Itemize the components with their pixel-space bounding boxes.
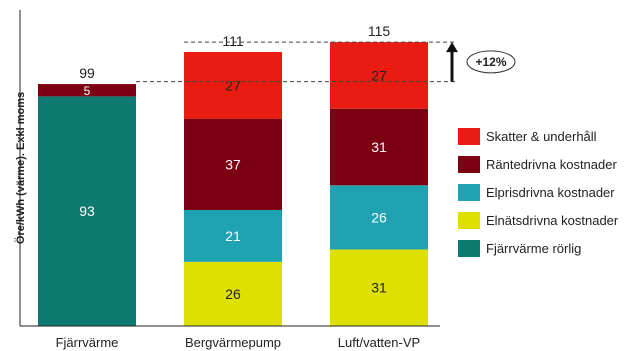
bar-segment-elprisdrivna-kostnader [330, 185, 428, 250]
data-label: 31 [371, 280, 387, 296]
legend: Skatter & underhåll Räntedrivna kostnader… [458, 128, 619, 257]
bar-segment-elprisdrivna-kostnader [184, 209, 282, 262]
bar-segment-elnätsdrivna-kostnader [330, 249, 428, 326]
bar-segment-fjärrvärme-rörlig [38, 96, 136, 326]
bar-segment-skatter-underhåll [330, 42, 428, 109]
bar-segment-räntedrivna-kostnader [38, 84, 136, 97]
data-label: 93 [79, 203, 95, 219]
change-badge-text: +12% [475, 55, 506, 69]
bar-segment-räntedrivna-kostnader [330, 108, 428, 186]
total-label: 99 [79, 65, 95, 81]
change-badge [466, 50, 516, 74]
x-tick-label: Luft/vatten-VP [338, 335, 420, 350]
bars-layer [38, 42, 428, 326]
y-axis-label: Öre/kWh (värme). Exkl moms [14, 92, 27, 244]
bar-segment-skatter-underhåll [184, 51, 282, 119]
labels-layer: 93 5 99 Fjärrvärme 26 21 37 27 111 Bergvärmepump 3… [56, 23, 421, 350]
data-label: 21 [225, 228, 241, 244]
legend-swatch-fjärrvärme-rörlig [458, 240, 480, 257]
bar-segment-elnätsdrivna-kostnader [184, 261, 282, 326]
legend-label-elnätsdrivna-kostnader: Elnätsdrivna kostnader [486, 213, 619, 228]
data-label: 27 [225, 77, 241, 93]
annotation-layer: +12% [136, 41, 516, 83]
legend-swatch-elprisdrivna-kostnader [458, 184, 480, 201]
data-label: 5 [84, 84, 91, 98]
legend-swatch-elnätsdrivna-kostnader [458, 212, 480, 229]
legend-label-räntedrivna-kostnader: Räntedrivna kostnader [486, 157, 617, 172]
total-label: 111 [222, 33, 243, 49]
bar-segment-räntedrivna-kostnader [184, 118, 282, 210]
arrow-up-icon-head [446, 42, 458, 53]
data-label: 26 [371, 209, 387, 225]
data-label: 27 [371, 67, 387, 83]
x-tick-label: Fjärrvärme [56, 335, 119, 350]
data-label: 31 [371, 139, 387, 155]
x-tick-label: Bergvärmepump [185, 335, 281, 350]
legend-swatch-skatter-underhåll [458, 128, 480, 145]
legend-label-fjärrvärme-rörlig: Fjärrvärme rörlig [486, 241, 581, 256]
data-label: 37 [225, 156, 241, 172]
legend-swatch-räntedrivna-kostnader [458, 156, 480, 173]
data-label: 26 [225, 286, 241, 302]
legend-label-skatter-underhåll: Skatter & underhåll [486, 129, 597, 144]
legend-label-elprisdrivna-kostnader: Elprisdrivna kostnader [486, 185, 615, 200]
total-label: 115 [368, 23, 391, 39]
